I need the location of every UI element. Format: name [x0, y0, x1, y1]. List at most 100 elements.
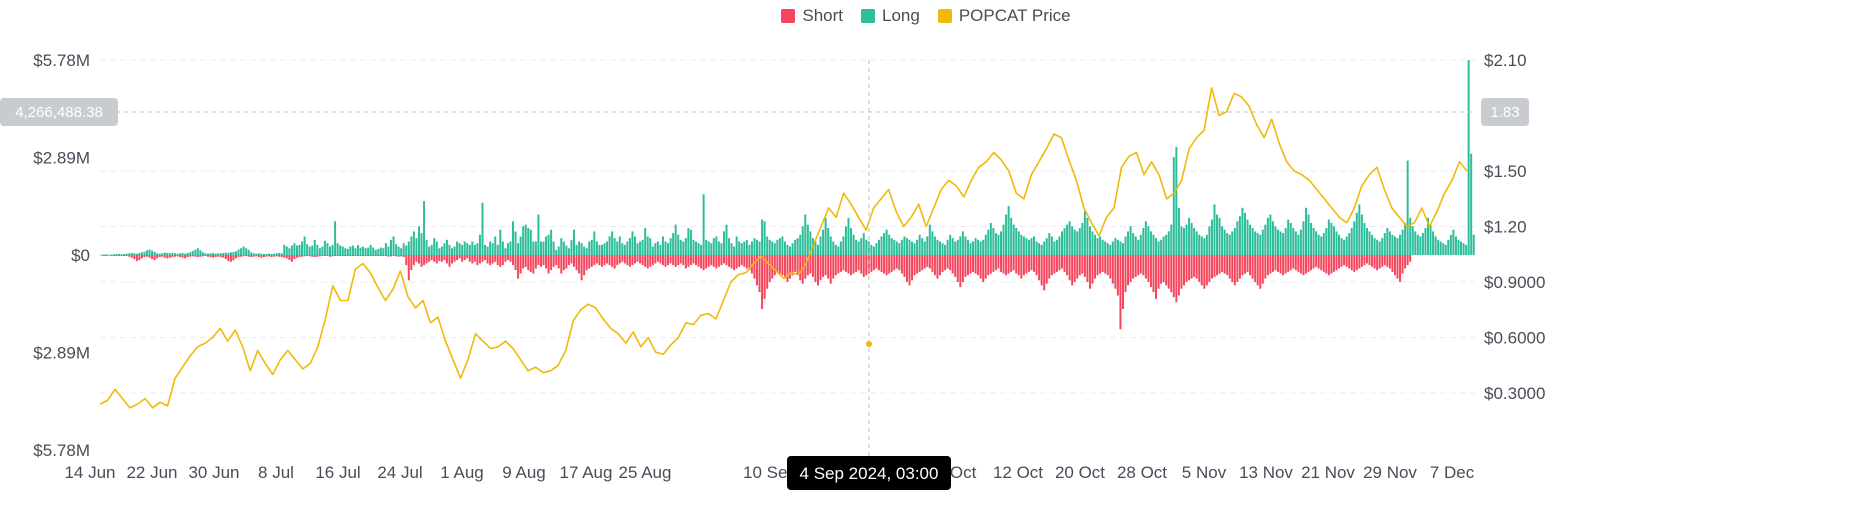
short-bar	[641, 255, 644, 266]
long-bar	[1236, 221, 1239, 255]
x-tick-label: 14 Jun	[64, 463, 115, 482]
long-bar	[283, 244, 286, 255]
long-bar	[984, 234, 987, 255]
short-bar	[1381, 255, 1384, 267]
long-bar	[334, 221, 337, 255]
short-bar	[1038, 255, 1041, 281]
long-bar	[644, 228, 647, 255]
short-bar	[1338, 255, 1341, 269]
short-bar	[870, 255, 873, 272]
long-bar	[1330, 222, 1333, 255]
short-bar	[1332, 255, 1335, 272]
long-bar	[786, 244, 789, 255]
long-bar	[1249, 224, 1252, 255]
long-bar	[306, 244, 309, 255]
short-bar	[959, 255, 962, 288]
long-bar	[743, 241, 746, 255]
long-bar	[789, 246, 792, 255]
long-bar	[392, 236, 395, 255]
short-bar	[522, 255, 525, 269]
long-bar	[1073, 229, 1076, 255]
short-bar	[707, 255, 710, 267]
price-line	[99, 87, 1468, 409]
short-bar	[677, 255, 680, 266]
long-bar	[1472, 234, 1475, 255]
long-bar	[1327, 219, 1330, 255]
long-bar	[852, 234, 855, 255]
long-bar	[481, 202, 484, 255]
short-bar	[692, 255, 695, 264]
long-bar	[692, 239, 695, 255]
long-bar	[438, 248, 441, 255]
long-bar	[1322, 233, 1325, 255]
short-bar	[1099, 255, 1102, 274]
short-bar	[1185, 255, 1188, 282]
long-bar	[1383, 233, 1386, 255]
short-bar	[994, 255, 997, 271]
short-bar	[466, 255, 469, 259]
long-bar	[440, 246, 443, 255]
short-bar	[481, 255, 484, 262]
long-bar	[354, 248, 357, 255]
long-bar	[1020, 234, 1023, 255]
short-bar	[171, 255, 174, 258]
long-bar	[916, 239, 919, 255]
legend-item-short[interactable]: Short	[781, 6, 843, 26]
short-bar	[336, 255, 339, 256]
short-bar	[445, 255, 448, 264]
long-bar	[321, 246, 324, 255]
long-bar	[1005, 214, 1008, 255]
long-bar	[877, 239, 880, 255]
short-bar	[316, 255, 319, 257]
long-bar	[926, 236, 929, 255]
long-bar	[1426, 217, 1429, 255]
price-swatch	[937, 9, 952, 23]
long-bar	[837, 246, 840, 255]
short-bar	[542, 255, 545, 266]
legend-item-price[interactable]: POPCAT Price	[937, 6, 1071, 26]
long-bar	[1256, 233, 1259, 255]
x-tick-label: 21 Nov	[1301, 463, 1355, 482]
short-bar	[146, 255, 149, 257]
crosshair-date-box	[787, 456, 951, 490]
legend-item-long[interactable]: Long	[861, 6, 920, 26]
long-bar	[247, 249, 250, 255]
short-bar	[217, 255, 220, 257]
short-bar	[527, 255, 530, 271]
long-bar	[1185, 224, 1188, 255]
short-bar	[453, 255, 456, 262]
long-bar	[138, 252, 141, 255]
short-bar	[207, 255, 210, 257]
short-bar	[539, 255, 542, 267]
short-bar	[964, 255, 967, 277]
long-bar	[870, 244, 873, 255]
short-bar	[689, 255, 692, 266]
short-bar	[163, 255, 166, 258]
short-bar	[1277, 255, 1280, 272]
short-bar	[1139, 255, 1142, 274]
long-bar	[628, 238, 631, 255]
short-bar	[128, 255, 131, 257]
long-bar	[933, 236, 936, 255]
short-bar	[898, 255, 901, 271]
long-bar	[1071, 226, 1074, 255]
short-bar	[1127, 255, 1130, 286]
short-bar	[369, 255, 372, 256]
short-bar	[1195, 255, 1198, 279]
short-bar	[372, 255, 375, 256]
long-bar	[135, 253, 138, 255]
short-bar	[1137, 255, 1140, 276]
long-bar	[100, 254, 103, 256]
long-bar	[1144, 221, 1147, 255]
long-bar	[893, 239, 896, 255]
long-bar	[1343, 239, 1346, 255]
long-bar	[712, 238, 715, 255]
long-bar	[956, 239, 959, 255]
short-bar	[1175, 255, 1178, 303]
short-bar	[443, 255, 446, 261]
long-bar	[611, 231, 614, 255]
short-bar	[860, 255, 863, 274]
long-bar	[1012, 224, 1015, 255]
long-bar	[1200, 236, 1203, 255]
